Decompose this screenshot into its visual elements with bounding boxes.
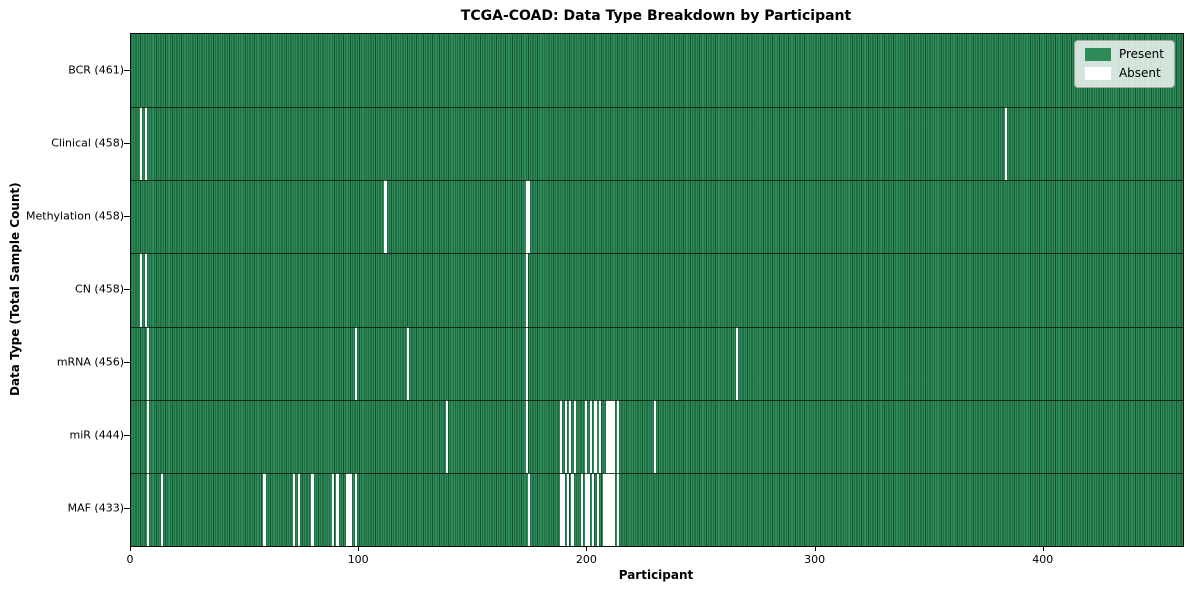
absent-stripe-MAF (345, 472, 353, 546)
absent-stripe-MAF (311, 472, 314, 546)
absent-stripe-miR (525, 399, 529, 473)
absent-stripe-Clinical (144, 107, 147, 181)
absent-stripe-MAF (293, 472, 296, 546)
absent-stripe-miR (585, 399, 588, 473)
row-divider (131, 472, 1183, 474)
absent-stripe-mRNA (407, 326, 410, 400)
absent-stripe-MAF (297, 472, 300, 546)
row-divider (131, 107, 1183, 109)
y-tick-label-CN: CN (458) (75, 282, 124, 296)
absent-stripe-MAF (160, 472, 163, 546)
absent-stripe-MAF (571, 472, 574, 546)
absent-stripe-MAF (617, 472, 620, 546)
absent-stripe-MAF (560, 472, 565, 546)
x-tick-label: 0 (126, 553, 134, 566)
row-divider (131, 180, 1183, 182)
row-divider (131, 399, 1183, 401)
y-tick-mark (124, 362, 130, 364)
absent-stripe-Clinical (1005, 107, 1008, 181)
absent-stripe-MAF (603, 472, 615, 546)
absent-stripe-MAF (596, 472, 599, 546)
y-tick-label-BCR: BCR (461) (68, 63, 124, 77)
y-tick-label-miR: miR (444) (69, 428, 125, 442)
absent-stripe-MAF (336, 472, 339, 546)
x-tick-mark (358, 546, 360, 551)
x-tick-label: 300 (804, 553, 826, 566)
legend-item-absent: Absent (1084, 66, 1164, 80)
absent-stripe-mRNA (146, 326, 150, 400)
x-axis-label: Participant (618, 568, 694, 582)
y-tick-label-Clinical: Clinical (458) (51, 136, 124, 150)
legend-label-absent: Absent (1118, 66, 1161, 80)
y-tick-mark (124, 435, 130, 437)
legend-item-present: Present (1084, 47, 1164, 61)
absent-stripe-MAF (591, 472, 595, 546)
absent-stripe-miR (564, 399, 567, 473)
absent-stripe-mRNA (354, 326, 357, 400)
x-tick-mark (814, 546, 816, 551)
y-tick-label-mRNA: mRNA (456) (56, 355, 124, 369)
absent-stripe-miR (146, 399, 150, 473)
absent-stripe-MAF (263, 472, 266, 546)
x-tick-mark (1042, 546, 1044, 551)
absent-stripe-miR (598, 399, 602, 473)
row-divider (131, 326, 1183, 328)
absent-stripe-CN (525, 253, 529, 327)
absent-stripe-miR (445, 399, 449, 473)
absent-stripe-miR (594, 399, 597, 473)
absent-stripe-MAF (354, 472, 357, 546)
plot-area: Present Absent (130, 33, 1184, 547)
absent-stripe-MAF (566, 472, 570, 546)
legend: Present Absent (1073, 40, 1175, 88)
absent-stripe-miR (589, 399, 592, 473)
absent-stripe-MAF (585, 472, 590, 546)
y-tick-mark (124, 508, 130, 510)
absent-stripe-Clinical (140, 107, 143, 181)
y-tick-mark (124, 215, 130, 217)
absent-stripe-miR (573, 399, 576, 473)
present-swatch-icon (1084, 48, 1111, 61)
absent-stripe-MAF (146, 472, 150, 546)
x-tick-label: 100 (347, 553, 369, 566)
absent-stripe-Methylation (384, 180, 387, 254)
legend-label-present: Present (1118, 47, 1164, 61)
y-tick-mark (124, 142, 130, 144)
absent-stripe-CN (144, 253, 147, 327)
absent-stripe-miR (653, 399, 656, 473)
y-tick-label-Methylation: Methylation (458) (26, 209, 124, 223)
x-tick-label: 200 (575, 553, 597, 566)
absent-stripe-CN (140, 253, 143, 327)
absent-stripe-miR (605, 399, 615, 473)
y-tick-mark (124, 289, 130, 290)
absent-stripe-mRNA (525, 326, 529, 400)
row-divider (131, 253, 1183, 255)
absent-stripe-miR (560, 399, 563, 473)
absent-stripe-Methylation (525, 180, 531, 254)
x-tick-label: 400 (1032, 553, 1054, 566)
x-tick-mark (586, 546, 588, 551)
x-tick-mark (130, 546, 131, 551)
absent-stripe-miR (617, 399, 620, 473)
absent-stripe-MAF (331, 472, 335, 546)
absent-stripe-MAF (528, 472, 531, 546)
absent-stripe-MAF (580, 472, 583, 546)
chart-title: TCGA-COAD: Data Type Breakdown by Partic… (460, 8, 852, 24)
y-tick-label-MAF: MAF (433) (67, 501, 124, 515)
absent-stripe-miR (569, 399, 572, 473)
absent-stripe-mRNA (735, 326, 739, 400)
y-tick-mark (124, 69, 130, 71)
absent-swatch-icon (1084, 67, 1111, 80)
